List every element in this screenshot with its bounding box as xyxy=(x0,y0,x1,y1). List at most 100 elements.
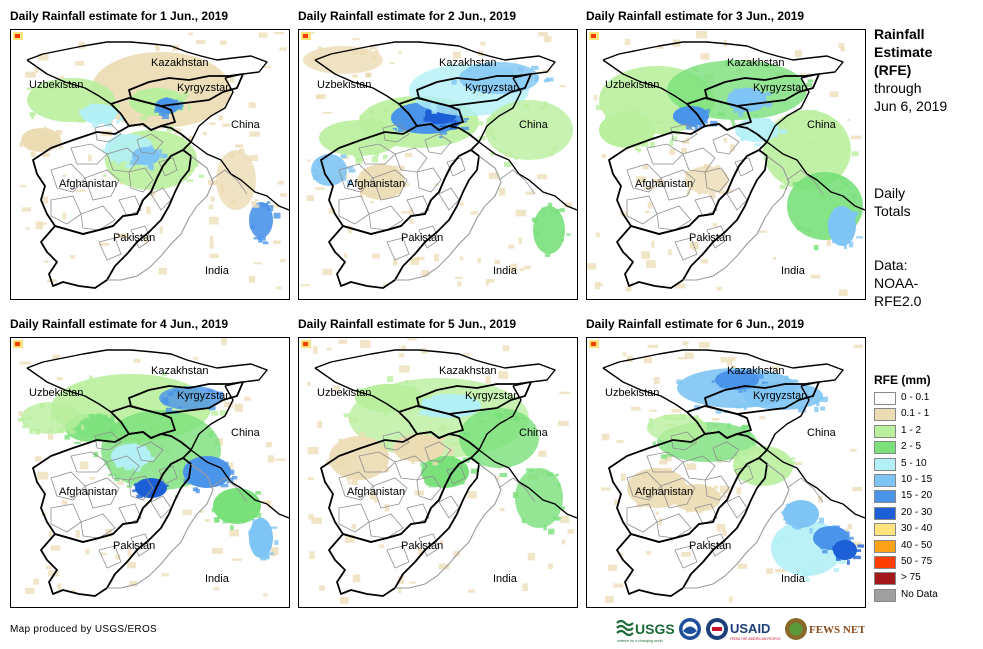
country-label-kyrgyzstan: Kyrgyzstan xyxy=(465,390,519,402)
legend-swatch xyxy=(874,408,896,422)
legend-label: 40 - 50 xyxy=(901,539,933,551)
rain-area xyxy=(599,112,655,148)
legend-swatch xyxy=(874,539,896,553)
country-label-uzbekistan: Uzbekistan xyxy=(29,79,83,91)
rain-area xyxy=(515,468,563,528)
map-panel-1: Daily Rainfall estimate for 1 Jun., 2019… xyxy=(10,9,290,300)
country-label-kyrgyzstan: Kyrgyzstan xyxy=(753,82,807,94)
source-line-1: NOAA- xyxy=(874,275,919,291)
rainfall-map: Kazakhstan Uzbekistan Kyrgyzstan China Afgha… xyxy=(586,337,866,608)
country-label-china: China xyxy=(519,427,549,439)
totals-label: Totals xyxy=(874,203,911,219)
panel-title: Daily Rainfall estimate for 4 Jun., 2019 xyxy=(10,317,229,331)
legend-label: 0 - 0.1 xyxy=(901,392,930,403)
rain-area xyxy=(357,164,405,200)
country-label-afghanistan: Afghanistan xyxy=(59,178,117,190)
country-label-uzbekistan: Uzbekistan xyxy=(605,79,659,91)
country-label-uzbekistan: Uzbekistan xyxy=(317,79,371,91)
country-label-pakistan: Pakistan xyxy=(401,232,443,244)
legend-swatch xyxy=(874,523,896,537)
country-label-kazakhstan: Kazakhstan xyxy=(727,57,784,69)
panel-title: Daily Rainfall estimate for 6 Jun., 2019 xyxy=(586,317,805,331)
country-label-afghanistan: Afghanistan xyxy=(59,486,117,498)
map-canvas: Kazakhstan Uzbekistan Kyrgyzstan China Afgha… xyxy=(13,31,289,290)
rain-area xyxy=(132,147,160,165)
map-credit: Map produced by USGS/EROS xyxy=(10,624,158,635)
map-panel-4: Daily Rainfall estimate for 4 Jun., 2019… xyxy=(10,317,290,608)
panel-title: Daily Rainfall estimate for 3 Jun., 2019 xyxy=(586,9,805,23)
noaa-logo xyxy=(679,618,701,640)
map-panel-3: Daily Rainfall estimate for 3 Jun., 2019… xyxy=(586,9,866,300)
country-label-india: India xyxy=(781,573,806,585)
rain-area xyxy=(319,120,399,156)
usgs-tagline: science for a changing world xyxy=(617,639,664,643)
rainfall-map: Kazakhstan Uzbekistan Kyrgyzstan China Afgha… xyxy=(298,29,578,300)
rain-area xyxy=(303,46,383,74)
daily-label: Daily xyxy=(874,185,906,201)
rain-area xyxy=(355,384,423,412)
through-label: through xyxy=(874,80,922,96)
legend-swatch xyxy=(874,572,896,586)
country-label-india: India xyxy=(781,265,806,277)
map-panel-5: Daily Rainfall estimate for 5 Jun., 2019… xyxy=(298,317,578,608)
panel-title: Daily Rainfall estimate for 1 Jun., 2019 xyxy=(10,9,229,23)
country-label-india: India xyxy=(205,573,230,585)
country-label-kazakhstan: Kazakhstan xyxy=(151,57,208,69)
rainfall-map: Kazakhstan Uzbekistan Kyrgyzstan China Afgha… xyxy=(586,29,866,300)
usaid-tagline: FROM THE AMERICAN PEOPLE xyxy=(730,637,782,641)
through-date: Jun 6, 2019 xyxy=(874,98,948,114)
country-label-kazakhstan: Kazakhstan xyxy=(439,57,496,69)
country-label-uzbekistan: Uzbekistan xyxy=(317,387,371,399)
rain-area xyxy=(733,446,793,486)
rain-area xyxy=(21,402,81,434)
country-label-afghanistan: Afghanistan xyxy=(635,178,693,190)
legend-label: 50 - 75 xyxy=(901,555,933,567)
rainfall-map: Kazakhstan Uzbekistan Kyrgyzstan China Afgha… xyxy=(10,337,290,608)
country-label-afghanistan: Afghanistan xyxy=(635,486,693,498)
country-label-kazakhstan: Kazakhstan xyxy=(727,365,784,377)
legend-swatch xyxy=(874,490,896,504)
rainfall-map: Kazakhstan Uzbekistan Kyrgyzstan China Afgha… xyxy=(298,337,578,608)
rain-area xyxy=(216,150,256,210)
country-label-pakistan: Pakistan xyxy=(401,540,443,552)
country-label-kazakhstan: Kazakhstan xyxy=(151,365,208,377)
legend-swatch xyxy=(874,392,896,405)
map-heading: Rainfall Estimate (RFE) through Jun 6, 2… xyxy=(874,25,947,115)
data-source: Data: NOAA- RFE2.0 xyxy=(874,256,921,310)
country-label-china: China xyxy=(231,427,261,439)
fews-net-text: FEWS NET xyxy=(809,624,865,636)
country-label-india: India xyxy=(493,573,518,585)
panel-title: Daily Rainfall estimate for 5 Jun., 2019 xyxy=(298,317,517,331)
map-canvas: Kazakhstan Uzbekistan Kyrgyzstan China Afgha… xyxy=(587,30,865,296)
country-label-kyrgyzstan: Kyrgyzstan xyxy=(753,390,807,402)
rain-area xyxy=(249,518,273,558)
usgs-logo: USGS science for a changing world xyxy=(616,619,675,643)
legend-label: > 75 xyxy=(901,572,921,584)
legend-swatch xyxy=(874,424,896,438)
rain-area xyxy=(828,206,856,246)
heading-line-2: Estimate xyxy=(874,44,933,60)
legend-swatch xyxy=(874,555,896,569)
legend-swatch xyxy=(874,588,896,602)
legend-label: 30 - 40 xyxy=(901,523,933,535)
country-label-kazakhstan: Kazakhstan xyxy=(439,365,496,377)
country-label-afghanistan: Afghanistan xyxy=(347,178,405,190)
country-label-uzbekistan: Uzbekistan xyxy=(29,387,83,399)
legend-label: 10 - 15 xyxy=(901,473,933,485)
legend-title: RFE (mm) xyxy=(874,373,931,387)
legend-label: 5 - 10 xyxy=(901,457,927,469)
country-label-pakistan: Pakistan xyxy=(113,540,155,552)
usgs-text: USGS xyxy=(635,621,675,637)
rain-area xyxy=(329,436,389,480)
map-canvas: Kazakhstan Uzbekistan Kyrgyzstan China Afgha… xyxy=(300,31,577,289)
rain-area xyxy=(485,100,573,160)
partner-logos: USGS science for a changing world USAID … xyxy=(616,618,865,643)
usaid-text: USAID xyxy=(730,621,770,636)
country-label-pakistan: Pakistan xyxy=(113,232,155,244)
map-canvas: Kazakhstan Uzbekistan Kyrgyzstan China Afgha… xyxy=(13,338,289,597)
country-label-china: China xyxy=(807,119,837,131)
legend-label: 20 - 30 xyxy=(901,506,933,518)
country-label-uzbekistan: Uzbekistan xyxy=(605,387,659,399)
country-label-afghanistan: Afghanistan xyxy=(347,486,405,498)
legend-swatch xyxy=(874,441,896,455)
